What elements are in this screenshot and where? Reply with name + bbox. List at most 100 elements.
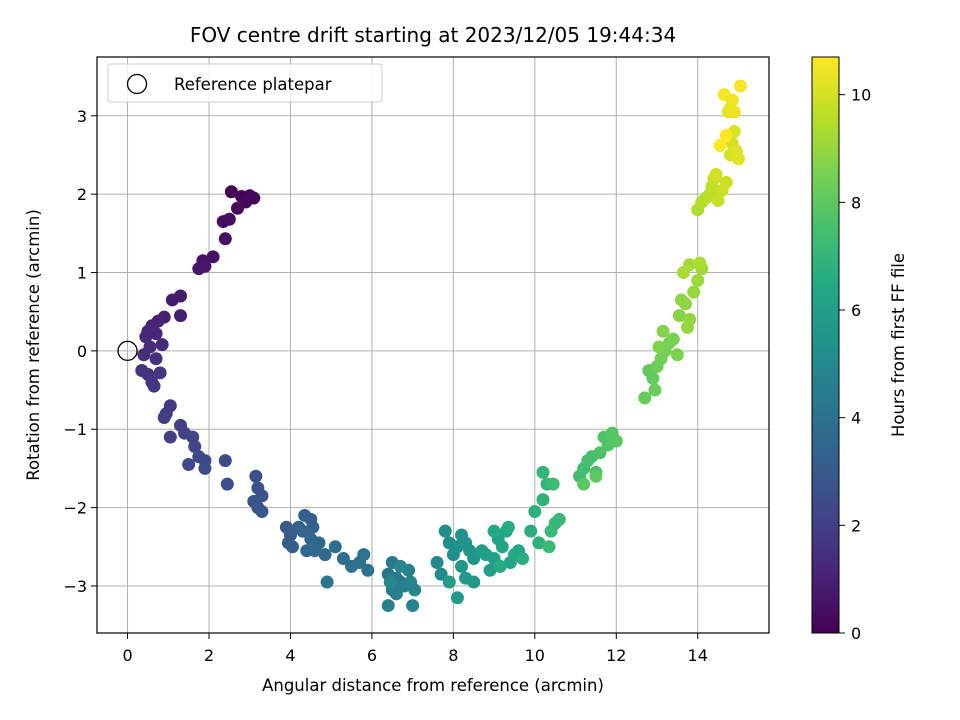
legend-marker-reference [126, 73, 148, 95]
data-point [648, 383, 662, 397]
y-tick-label: 2 [77, 185, 87, 204]
data-point [198, 461, 212, 475]
y-tick-label: −2 [63, 499, 87, 518]
data-point [717, 88, 731, 102]
data-point [218, 454, 232, 468]
data-point [381, 599, 395, 613]
data-point [198, 259, 212, 273]
data-point [672, 309, 686, 323]
data-point [638, 391, 652, 405]
data-point [153, 366, 167, 380]
data-point [383, 575, 397, 589]
data-point [536, 465, 550, 479]
data-point [676, 266, 690, 280]
x-tick-label: 6 [367, 646, 377, 665]
colorbar-frame [811, 56, 840, 634]
colorbar: 0 2 4 6 8 10 Hours from first FF file [811, 56, 908, 643]
x-tick-label: 0 [122, 646, 132, 665]
data-point [137, 348, 151, 362]
data-point [709, 168, 723, 182]
reference-platepar-marker [117, 340, 138, 362]
data-point [404, 575, 418, 589]
data-point [542, 540, 556, 554]
y-axis-label: Rotation from reference (arcmin) [24, 209, 43, 481]
y-axis-ticks: −3 −2 −1 0 1 2 3 [63, 107, 97, 596]
data-point [173, 309, 187, 323]
data-point [719, 175, 733, 189]
data-point [552, 512, 566, 526]
colorbar-tick-label: 4 [851, 409, 861, 428]
data-point [406, 599, 420, 613]
data-point [438, 524, 452, 538]
data-point [149, 352, 163, 366]
data-point [285, 540, 299, 554]
data-point [165, 293, 179, 307]
data-point [336, 552, 350, 566]
data-point [713, 139, 727, 153]
data-point [687, 285, 701, 299]
x-axis-ticks: 0 2 4 6 8 10 12 14 [122, 633, 708, 665]
data-point [679, 297, 693, 311]
y-tick-label: −3 [63, 577, 87, 596]
y-tick-label: 3 [77, 107, 87, 126]
y-tick-label: 1 [77, 264, 87, 283]
data-point [646, 371, 660, 385]
data-point [163, 430, 177, 444]
data-point [691, 273, 705, 287]
data-point [149, 327, 163, 341]
data-point [536, 493, 550, 507]
data-point [670, 348, 684, 362]
data-point [483, 563, 497, 577]
data-point [666, 332, 680, 346]
data-point [532, 536, 546, 550]
data-point [393, 559, 407, 573]
x-tick-label: 2 [204, 646, 214, 665]
data-point [493, 559, 507, 573]
colorbar-gradient [812, 57, 839, 633]
data-point [455, 559, 469, 573]
colorbar-tick-label: 2 [851, 516, 861, 535]
data-point [318, 548, 332, 562]
x-tick-label: 8 [448, 646, 458, 665]
data-point [249, 469, 263, 483]
x-tick-label: 14 [688, 646, 708, 665]
data-point [206, 250, 220, 264]
data-point [733, 79, 747, 93]
data-point [609, 434, 623, 448]
data-point [430, 555, 444, 569]
x-axis-label: Angular distance from reference (arcmin) [262, 676, 604, 695]
plot-area-frame [96, 56, 770, 634]
data-points [135, 79, 747, 613]
data-point [501, 520, 515, 534]
data-point [389, 587, 403, 601]
data-point [320, 575, 334, 589]
data-point [693, 256, 707, 270]
data-point [218, 232, 232, 246]
data-point [147, 379, 161, 393]
data-point [719, 128, 733, 142]
legend-entry-reference: Reference platepar [174, 75, 332, 94]
data-point [577, 477, 591, 491]
data-point [231, 201, 245, 215]
colorbar-label: Hours from first FF file [889, 253, 908, 437]
data-point [495, 540, 509, 554]
data-point [361, 563, 375, 577]
data-point [306, 520, 320, 534]
colorbar-ticks: 0 2 4 6 8 10 [839, 86, 871, 643]
data-point [182, 458, 196, 472]
data-point [157, 410, 171, 424]
data-point [652, 340, 666, 354]
data-point [487, 524, 501, 538]
colorbar-tick-label: 10 [851, 86, 871, 105]
data-point [155, 338, 169, 352]
data-point [357, 548, 371, 562]
data-point [524, 524, 538, 538]
data-point [546, 477, 560, 491]
data-point [255, 505, 269, 519]
grid-lines [97, 57, 769, 633]
x-tick-label: 10 [525, 646, 545, 665]
data-point [434, 567, 448, 581]
data-point [442, 575, 456, 589]
data-point [188, 439, 202, 453]
